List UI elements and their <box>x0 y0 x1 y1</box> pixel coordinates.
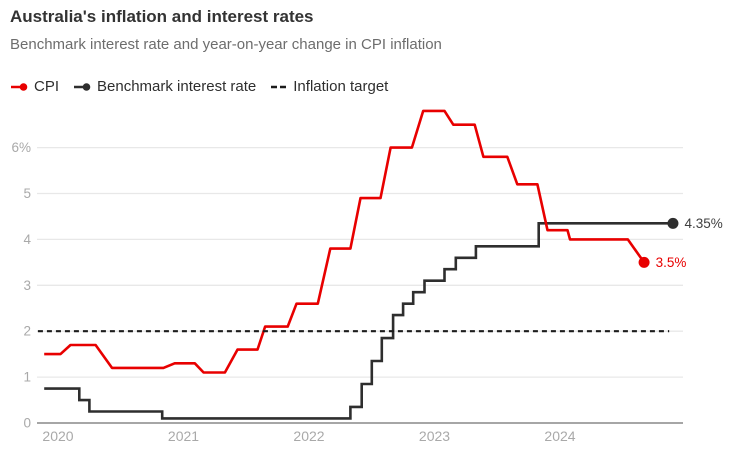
legend-item-inflation-target: Inflation target <box>270 78 388 95</box>
benchmark-end-label: 4.35% <box>684 216 722 231</box>
y-axis-label: 3 <box>23 278 31 293</box>
benchmark-end-dot <box>667 217 679 229</box>
legend: CPI Benchmark interest rate Inflation ta… <box>10 78 388 95</box>
y-axis-label: 6% <box>11 140 31 155</box>
cpi-line <box>44 109 646 374</box>
page-subtitle: Benchmark interest rate and year-on-year… <box>10 36 442 53</box>
legend-label-cpi: CPI <box>34 78 60 95</box>
benchmark-legend-marker-icon <box>74 82 91 91</box>
y-axis-label: 2 <box>23 324 31 339</box>
y-axis-label: 0 <box>23 416 31 431</box>
y-axis-label: 1 <box>23 370 31 385</box>
inflation-target-legend-marker-icon <box>271 85 287 88</box>
legend-item-cpi: CPI <box>10 78 59 95</box>
x-axis-label: 2023 <box>419 428 450 444</box>
benchmark-rate-line <box>44 222 673 420</box>
legend-label-benchmark: Benchmark interest rate <box>97 78 257 95</box>
x-axis-label: 2022 <box>293 428 324 444</box>
x-axis-label: 2024 <box>544 428 575 444</box>
y-axis-label: 4 <box>23 232 31 247</box>
x-axis-label: 2020 <box>42 428 73 444</box>
legend-item-benchmark: Benchmark interest rate <box>73 78 256 95</box>
page-title: Australia's inflation and interest rates <box>10 7 314 26</box>
cpi-end-dot <box>638 256 650 268</box>
cpi-end-label: 3.5% <box>656 255 687 270</box>
y-axis-label: 5 <box>23 186 31 201</box>
legend-label-inflation-target: Inflation target <box>293 78 389 95</box>
x-axis-label: 2021 <box>168 428 199 444</box>
cpi-legend-marker-icon <box>11 82 28 91</box>
